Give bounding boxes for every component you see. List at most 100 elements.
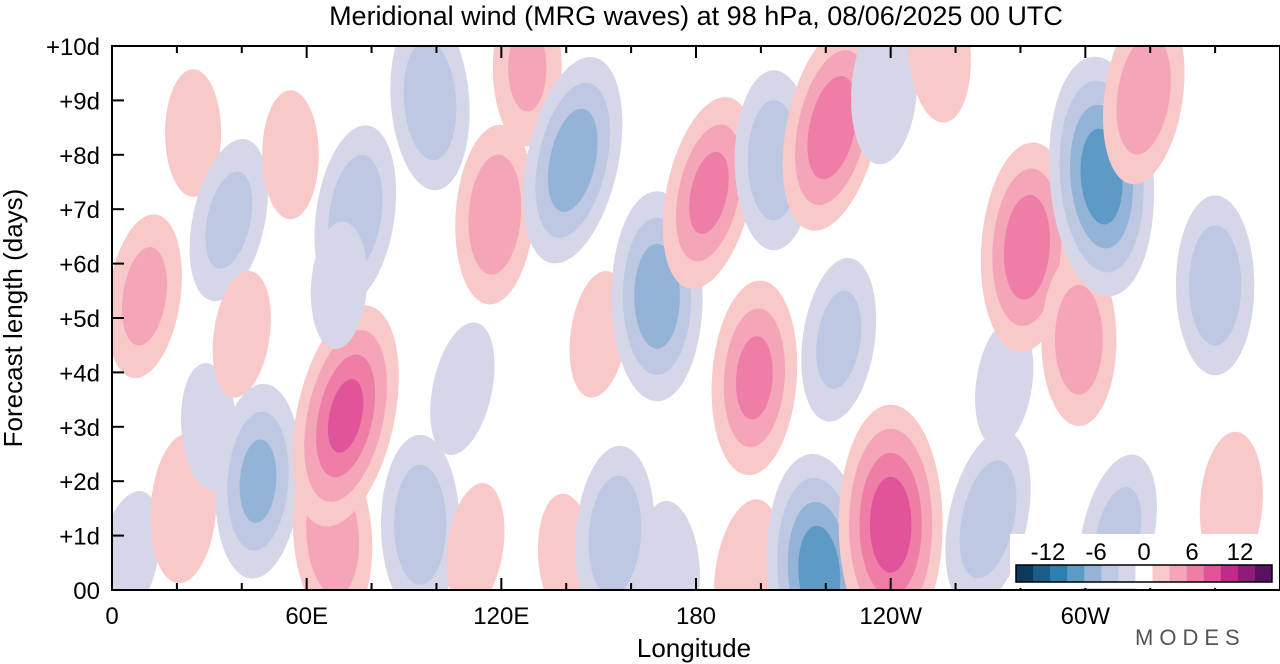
x-tick-label: 120E bbox=[473, 603, 529, 630]
contour-level bbox=[212, 271, 271, 398]
contour-level bbox=[508, 46, 547, 112]
wind-feature-38 bbox=[1041, 253, 1117, 427]
contour-level bbox=[736, 336, 773, 420]
wind-feature-7 bbox=[215, 383, 301, 579]
wind-feature-16 bbox=[446, 483, 505, 590]
contour-level bbox=[851, 46, 918, 165]
colorbar-swatch bbox=[1067, 565, 1085, 582]
y-tick-label: +8d bbox=[59, 143, 100, 170]
x-tick-label: 120W bbox=[859, 603, 922, 630]
colorbar-tick-label: -12 bbox=[1031, 539, 1066, 566]
wind-feature-17 bbox=[455, 124, 535, 305]
wind-feature-3 bbox=[165, 69, 222, 197]
colorbar-swatch bbox=[1220, 565, 1239, 582]
contour-level bbox=[468, 154, 522, 275]
contour-level bbox=[588, 475, 642, 590]
wind-feature-24 bbox=[640, 500, 700, 590]
contour-level bbox=[807, 76, 858, 180]
y-tick-label: +6d bbox=[59, 252, 100, 279]
contour-level bbox=[634, 243, 680, 349]
contour-level bbox=[816, 290, 862, 389]
colorbar-swatch bbox=[1101, 565, 1119, 582]
colorbar-swatch bbox=[1169, 565, 1188, 582]
wind-feature-14 bbox=[390, 46, 470, 191]
wind-feature-6 bbox=[212, 271, 271, 398]
contour-level bbox=[713, 499, 783, 590]
wind-feature-22 bbox=[575, 445, 655, 590]
y-tick-label: +1d bbox=[59, 524, 100, 551]
colorbar-swatch bbox=[1118, 565, 1136, 582]
wind-feature-34 bbox=[907, 46, 971, 123]
y-tick-label: +10d bbox=[46, 34, 100, 61]
x-tick-label: 60E bbox=[285, 603, 328, 630]
contour-level bbox=[1189, 225, 1242, 346]
contour-level bbox=[446, 483, 505, 590]
wind-feature-35 bbox=[945, 430, 1031, 590]
wind-feature-13 bbox=[381, 434, 460, 590]
contour-level bbox=[262, 90, 319, 220]
contour-level bbox=[547, 108, 598, 212]
colorbar-swatch bbox=[1135, 565, 1153, 582]
y-tick-labels: 00 +1d +2d +3d +4d +5d +6d +7d +8d +9d +10d bbox=[46, 34, 100, 605]
contour-level bbox=[907, 46, 971, 123]
contour-level bbox=[689, 151, 729, 234]
wind-feature-15 bbox=[430, 322, 495, 456]
wind-feature-10 bbox=[292, 305, 399, 527]
y-tick-label: 00 bbox=[73, 578, 100, 605]
colorbar-swatch bbox=[1033, 565, 1051, 582]
modes-watermark: MODES bbox=[1135, 625, 1246, 650]
colorbar-tick-label: 0 bbox=[1137, 539, 1150, 566]
plot-frame bbox=[111, 45, 1280, 591]
contour-level bbox=[327, 379, 364, 453]
chart-title: Meridional wind (MRG waves) at 98 hPa, 0… bbox=[329, 1, 1063, 31]
wind-feature-30 bbox=[782, 46, 882, 231]
wind-feature-32 bbox=[851, 46, 918, 165]
wind-feature-33 bbox=[838, 404, 943, 590]
wind-feature-12 bbox=[310, 221, 368, 350]
wind-feature-26 bbox=[713, 499, 783, 590]
contour-level bbox=[403, 46, 457, 161]
colorbar-tick-label: 6 bbox=[1185, 539, 1198, 566]
contour-level bbox=[1054, 284, 1103, 395]
wind-feature-5 bbox=[189, 139, 268, 302]
contour-level bbox=[869, 476, 912, 573]
contour-level bbox=[1116, 46, 1171, 155]
x-tick-label: 180 bbox=[676, 603, 716, 630]
contour-level bbox=[394, 464, 447, 585]
x-tick-label: 60W bbox=[1061, 603, 1111, 630]
y-tick-label: +3d bbox=[59, 415, 100, 442]
y-tick-label: +7d bbox=[59, 197, 100, 224]
contour-level bbox=[798, 525, 841, 590]
contour-level bbox=[165, 69, 222, 197]
wind-field bbox=[112, 46, 1263, 590]
colorbar-swatch bbox=[1254, 565, 1273, 582]
contour-level bbox=[640, 500, 700, 590]
y-tick-label: +5d bbox=[59, 306, 100, 333]
colorbar-swatch bbox=[1050, 565, 1068, 582]
y-tick-label: +9d bbox=[59, 88, 100, 115]
x-tick-label: 0 bbox=[105, 603, 118, 630]
colorbar-swatch bbox=[1237, 565, 1256, 582]
contour-level bbox=[239, 439, 277, 523]
colorbar-swatch bbox=[1152, 565, 1170, 582]
colorbar-tick-label: 12 bbox=[1227, 539, 1254, 566]
contour-level bbox=[959, 460, 1017, 579]
y-tick-label: +4d bbox=[59, 360, 100, 387]
contour-level bbox=[1003, 194, 1050, 300]
colorbar: -12 -6 0 6 12 bbox=[1010, 534, 1278, 588]
wind-feature-41 bbox=[1102, 46, 1185, 185]
colorbar-tick-label: -6 bbox=[1085, 539, 1106, 566]
y-axis-label: Forecast length (days) bbox=[0, 189, 28, 448]
contour-level bbox=[205, 171, 253, 269]
contour-level bbox=[121, 247, 167, 346]
wind-feature-31 bbox=[801, 257, 877, 422]
contour-level bbox=[310, 221, 368, 350]
wind-feature-27 bbox=[711, 280, 798, 476]
colorbar-swatch bbox=[1084, 565, 1102, 582]
colorbar-swatch bbox=[1186, 565, 1205, 582]
contour-level bbox=[430, 322, 495, 456]
colorbar-swatch bbox=[1016, 565, 1034, 582]
x-tick-labels: 0 60E 120E 180 120W 60W bbox=[105, 603, 1110, 630]
colorbar-frame bbox=[1015, 564, 1273, 583]
